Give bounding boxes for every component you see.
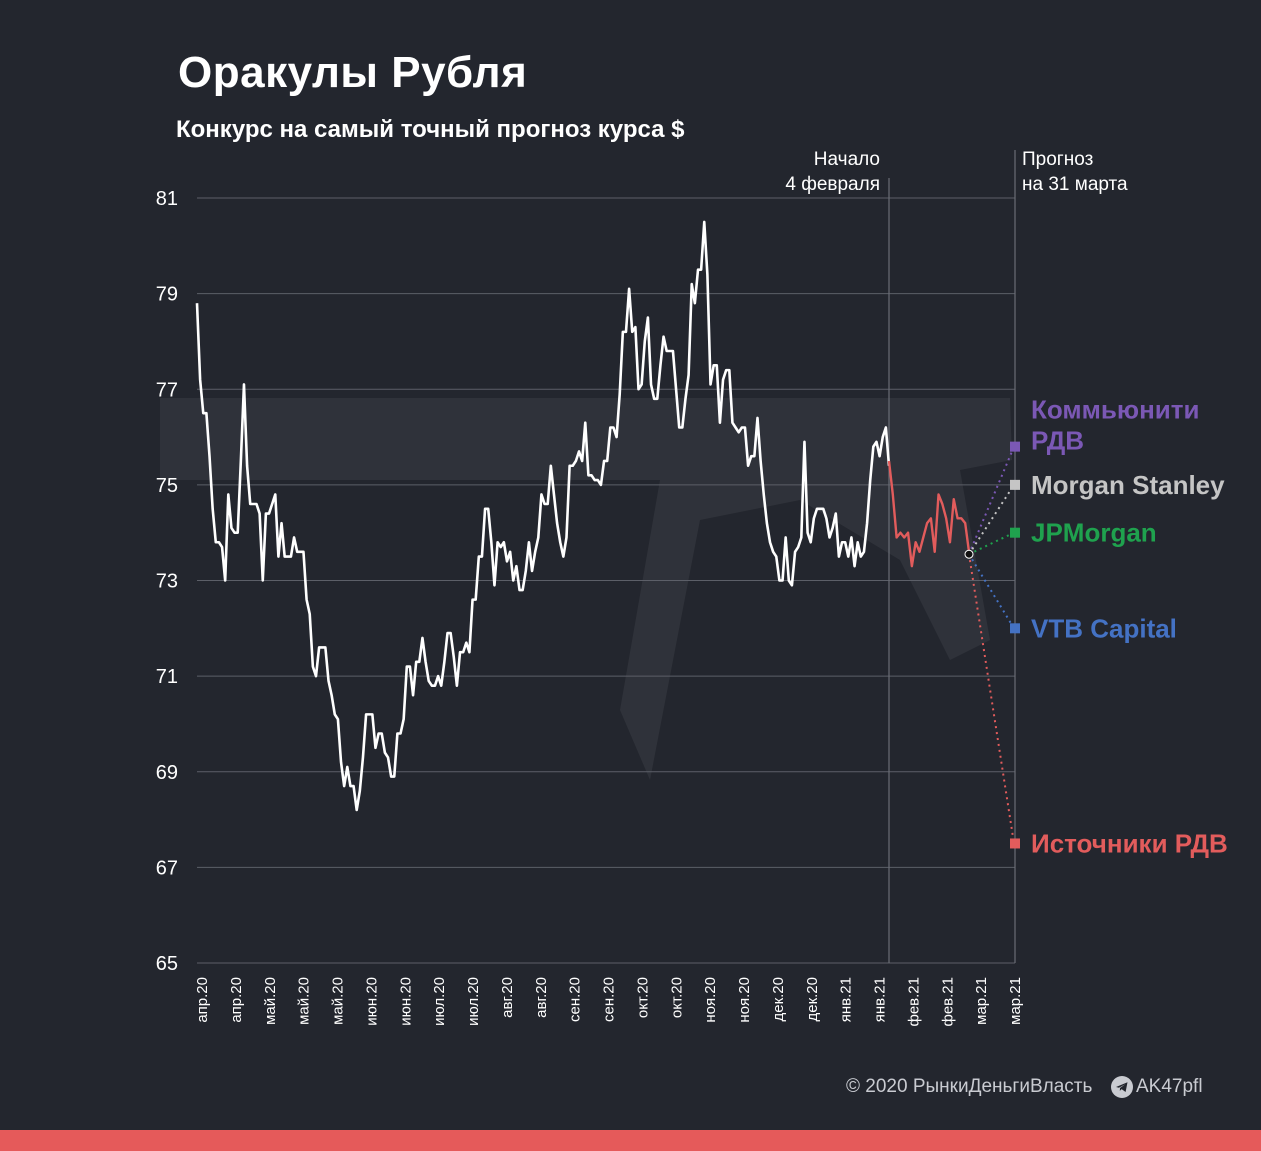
- x-tick-label: ноя.20: [736, 977, 753, 1023]
- forecast-label: Коммьюнити: [1031, 395, 1199, 425]
- x-tick-label: май.20: [296, 977, 313, 1025]
- forecast-marker: [1010, 623, 1020, 634]
- x-tick-label: окт.20: [668, 977, 685, 1018]
- x-tick-label: фев.21: [905, 977, 922, 1027]
- x-tick-label: окт.20: [634, 977, 651, 1018]
- x-tick-label: май.20: [262, 977, 279, 1025]
- series-recent-line: [887, 460, 971, 568]
- x-tick-label: ноя.20: [702, 977, 719, 1023]
- forecast-marker: [1010, 527, 1020, 538]
- y-tick-label: 73: [156, 571, 178, 593]
- x-tick-label: сен.20: [567, 977, 584, 1022]
- x-tick-label: мар.21: [1007, 977, 1024, 1025]
- forecast-line: [968, 446, 1015, 555]
- y-tick-label: 77: [156, 379, 178, 401]
- forecast-marker-label: Прогноз: [1022, 149, 1093, 170]
- forecast-label: JPMorgan: [1031, 518, 1157, 548]
- chart-subtitle: Конкурс на самый точный прогноз курса $: [176, 116, 685, 143]
- x-tick-label: мар.21: [973, 977, 990, 1025]
- x-tick-label: июл.20: [431, 977, 448, 1026]
- x-tick-label: авг.20: [499, 977, 516, 1018]
- x-tick-label: апр.20: [194, 977, 211, 1023]
- y-tick-label: 75: [156, 475, 178, 497]
- y-tick-label: 69: [156, 762, 178, 784]
- x-tick-label: май.20: [330, 977, 347, 1025]
- x-tick-label: янв.21: [872, 977, 889, 1022]
- y-tick-label: 71: [156, 666, 178, 688]
- forecast-origin-point: [964, 549, 974, 559]
- forecast-marker-label: на 31 марта: [1022, 174, 1128, 195]
- series-group: [195, 220, 971, 812]
- x-tick-label: дек.20: [770, 977, 787, 1022]
- chart-title: Оракулы Рубля: [178, 48, 528, 97]
- x-tick-label: авг.20: [533, 977, 550, 1018]
- forecast-line: [968, 554, 1015, 844]
- series-history-line: [195, 220, 891, 812]
- forecast-line: [968, 484, 1015, 555]
- start-marker-label: Начало: [814, 149, 880, 170]
- x-tick-label: дек.20: [804, 977, 821, 1022]
- y-tick-label: 65: [156, 953, 178, 975]
- x-tick-label: апр.20: [228, 977, 245, 1023]
- grid-lines: [197, 197, 1015, 964]
- forecast-label: Источники РДВ: [1031, 828, 1228, 858]
- x-tick-label: июн.20: [363, 977, 380, 1026]
- x-axis-ticks: апр.20 апр.20 май.20 май.20 май.20 июн.20 июн.…: [194, 977, 1024, 1027]
- forecast-line: [968, 553, 1015, 629]
- x-tick-label: сен.20: [601, 977, 618, 1022]
- forecast-marker: [1010, 838, 1020, 849]
- forecast-label: VTB Capital: [1031, 613, 1177, 643]
- x-tick-label: фев.21: [939, 977, 956, 1027]
- x-tick-label: июл.20: [465, 977, 482, 1026]
- x-tick-label: июн.20: [397, 977, 414, 1026]
- annotation-markers: Начало 4 февраля Прогноз на 31 марта: [785, 149, 1128, 963]
- telegram-handle[interactable]: AK47pfl: [1136, 1076, 1203, 1097]
- y-axis-ticks: 65 67 69 71 73 75 77 79 81: [156, 188, 178, 975]
- y-tick-label: 67: [156, 857, 178, 879]
- start-marker-label: 4 февраля: [785, 174, 880, 195]
- forecast-label: Morgan Stanley: [1031, 470, 1225, 500]
- forecast-line: [968, 531, 1015, 556]
- bottom-accent-bar: [0, 1130, 1261, 1151]
- x-tick-label: янв.21: [838, 977, 855, 1022]
- watermark-logo: [160, 398, 1012, 780]
- forecast-label: РДВ: [1031, 426, 1084, 456]
- forecast-marker: [1010, 441, 1020, 452]
- telegram-icon[interactable]: [1110, 1075, 1134, 1099]
- forecast-marker: [1010, 479, 1020, 490]
- copyright-text: © 2020 РынкиДеньгиВласть: [846, 1076, 1093, 1097]
- y-tick-label: 79: [156, 284, 178, 306]
- y-tick-label: 81: [156, 188, 178, 210]
